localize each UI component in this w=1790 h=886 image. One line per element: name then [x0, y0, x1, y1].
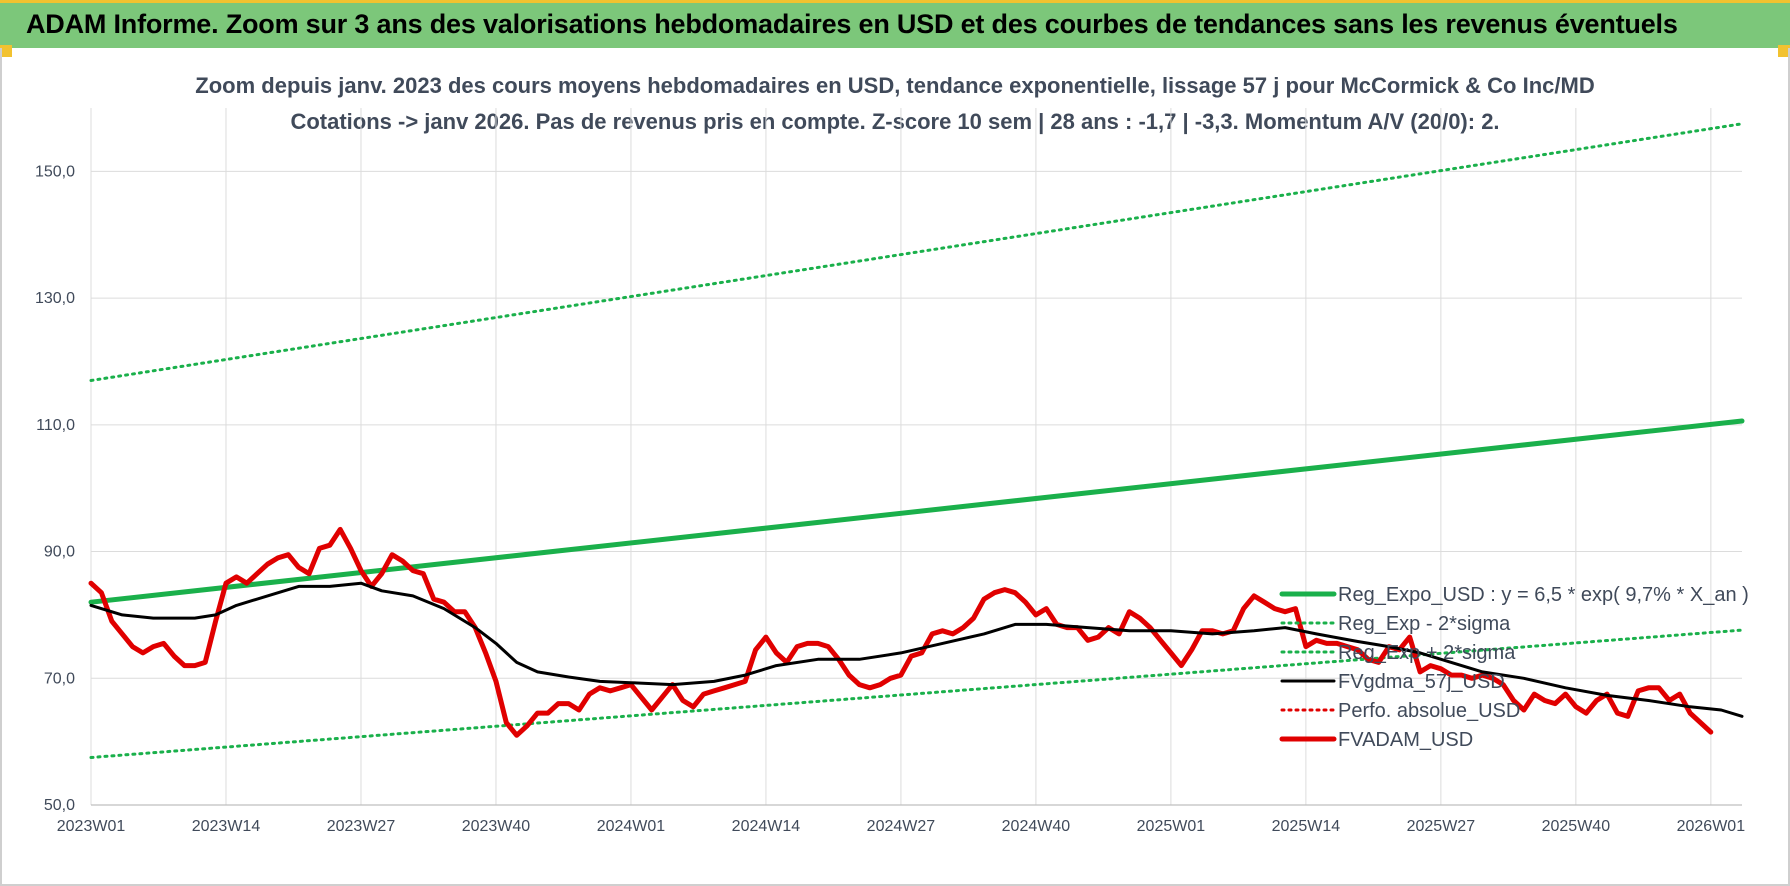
- legend: Reg_Expo_USD : y = 6,5 * exp( 9,7% * X_a…: [1279, 584, 1749, 751]
- x-tick-label: 2025W14: [1272, 818, 1341, 835]
- series-line-3: [89, 581, 1744, 718]
- series-line-5: [88, 526, 1714, 738]
- chart-title: Zoom depuis janv. 2023 des cours moyens …: [195, 73, 1594, 98]
- x-tick-label: 2024W01: [597, 818, 666, 835]
- x-tick-label: 2025W40: [1542, 818, 1611, 835]
- title-banner: ADAM Informe. Zoom sur 3 ans des valoris…: [0, 0, 1790, 48]
- x-tick-label: 2024W14: [732, 818, 801, 835]
- x-tick-label: 2023W01: [57, 818, 126, 835]
- chart-subtitle: Cotations -> janv 2026. Pas de revenus p…: [290, 109, 1499, 134]
- chart-frame: [0, 48, 1790, 886]
- corner-marker-right: [1778, 45, 1790, 57]
- corner-marker-left: [0, 45, 12, 57]
- x-tick-label: 2024W40: [1002, 818, 1071, 835]
- x-tick-label: 2026W01: [1677, 818, 1746, 835]
- legend-label: Reg_Exp + 2*sigma: [1338, 642, 1516, 664]
- series-line-0: [88, 418, 1745, 605]
- series-lines: [88, 122, 1745, 759]
- x-tick-label: 2024W27: [867, 818, 936, 835]
- x-tick-label: 2023W14: [192, 818, 261, 835]
- y-tick-label: 130,0: [35, 290, 75, 307]
- legend-label: Perfo. absolue_USD: [1338, 700, 1520, 722]
- series-line-1: [89, 628, 1744, 759]
- y-tick-label: 50,0: [44, 797, 75, 814]
- legend-label: Reg_Expo_USD : y = 6,5 * exp( 9,7% * X_a…: [1338, 584, 1749, 606]
- x-tick-label: 2023W27: [327, 818, 396, 835]
- y-tick-label: 90,0: [44, 544, 75, 561]
- y-tick-label: 150,0: [35, 163, 75, 180]
- legend-label: FVgdma_57j_USD: [1338, 671, 1505, 693]
- x-tick-label: 2025W27: [1407, 818, 1476, 835]
- report-title: ADAM Informe. Zoom sur 3 ans des valoris…: [26, 9, 1678, 39]
- x-tick-label: 2023W40: [462, 818, 531, 835]
- axis-labels: 50,0 70,0 90,0 110,0 130,0 150,0 2023W01 2023W1…: [35, 163, 1745, 835]
- legend-label: Reg_Exp - 2*sigma: [1338, 613, 1511, 635]
- y-tick-label: 110,0: [36, 417, 75, 434]
- y-tick-label: 70,0: [44, 670, 75, 687]
- x-tick-label: 2025W01: [1137, 818, 1206, 835]
- legend-label: FVADAM_USD: [1338, 729, 1473, 751]
- series-line-2: [89, 122, 1744, 382]
